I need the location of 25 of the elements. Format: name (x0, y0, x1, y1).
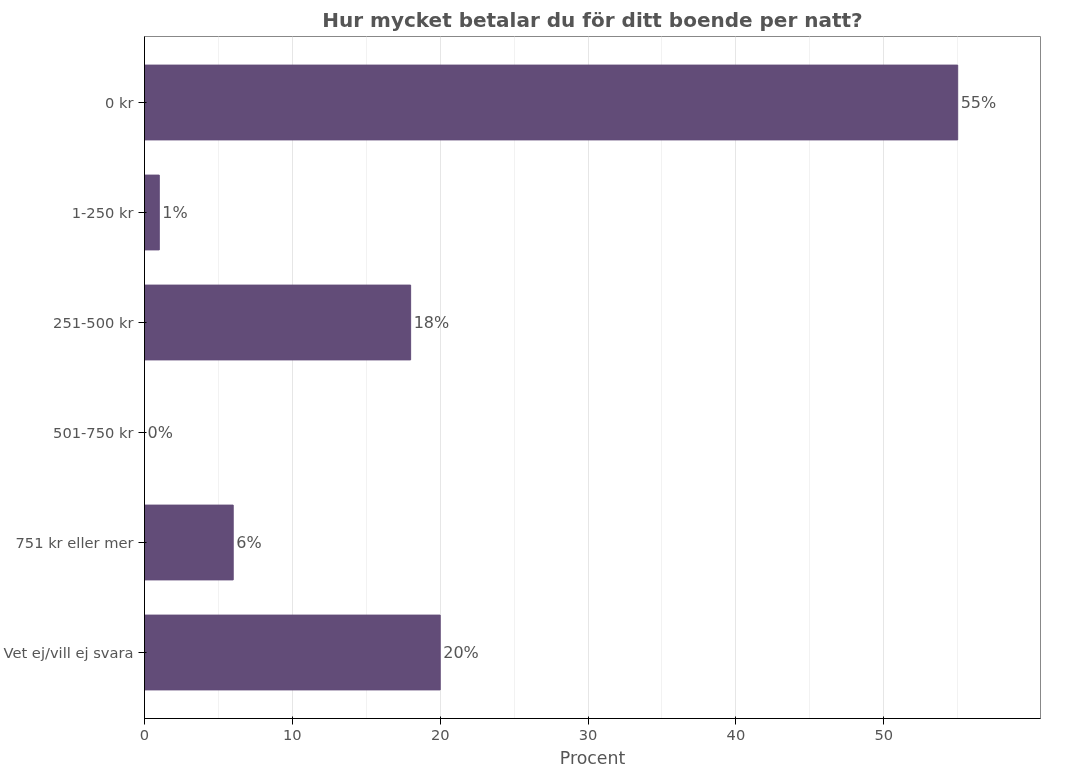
data-label: 1% (162, 203, 188, 222)
data-label: 18% (413, 313, 450, 332)
y-tick-label: 501-750 kr (53, 424, 135, 441)
y-tick-label: 751 kr eller mer (15, 534, 135, 551)
x-tick-label: 20 (430, 725, 450, 743)
x-tick-label: 40 (726, 725, 746, 743)
x-tick-label: 10 (283, 725, 302, 743)
bar (144, 504, 234, 581)
x-axis-title: Procent (559, 747, 626, 768)
x-tick-label: 50 (874, 725, 894, 743)
y-tick-label: 0 kr (105, 94, 135, 111)
data-label: 55% (960, 93, 997, 112)
bar (144, 284, 412, 361)
y-tick-label: 1-250 kr (71, 204, 135, 221)
bar (144, 174, 160, 251)
x-tick-label: 0 (139, 725, 150, 743)
bar (144, 614, 441, 691)
y-tick-label: Vet ej/vill ej svara (3, 644, 134, 661)
data-label: 6% (236, 533, 262, 552)
bar (144, 64, 959, 141)
y-tick-label: 251-500 kr (53, 314, 135, 331)
data-label: 20% (443, 643, 479, 662)
data-label: 0% (147, 423, 173, 442)
chart-title: Hur mycket betalar du för ditt boende per natt? (322, 7, 863, 32)
x-tick-label: 30 (578, 725, 598, 743)
